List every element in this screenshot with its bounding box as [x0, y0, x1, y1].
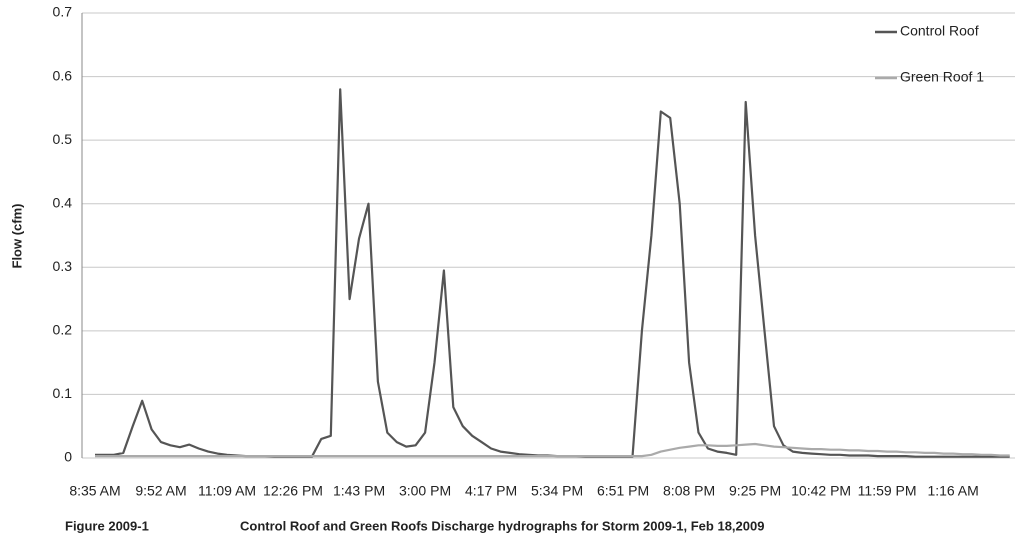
x-tick-label: 9:52 AM [135, 483, 186, 499]
caption: Control Roof and Green Roofs Discharge h… [240, 518, 764, 533]
x-tick-label: 5:34 PM [531, 483, 583, 499]
y-tick-label: 0 [64, 449, 72, 465]
y-tick-label: 0.4 [53, 194, 73, 210]
x-tick-label: 4:17 PM [465, 483, 517, 499]
legend-label: Control Roof [900, 23, 979, 39]
x-tick-label: 6:51 PM [597, 483, 649, 499]
x-tick-label: 9:25 PM [729, 483, 781, 499]
x-tick-label: 11:09 AM [198, 483, 256, 499]
y-tick-label: 0.1 [53, 385, 73, 401]
x-tick-label: 1:43 PM [333, 483, 385, 499]
x-tick-label: 1:16 AM [927, 483, 978, 499]
x-tick-label: 11:59 PM [858, 483, 917, 499]
x-tick-label: 10:42 PM [791, 483, 851, 499]
x-tick-label: 12:26 PM [263, 483, 323, 499]
y-tick-label: 0.5 [53, 131, 73, 147]
y-tick-label: 0.6 [53, 67, 73, 83]
data-line [95, 88, 1010, 458]
figure-label: Figure 2009-1 [65, 518, 149, 533]
y-tick-label: 0.7 [53, 4, 73, 20]
x-tick-label: 8:35 AM [69, 483, 120, 499]
y-axis-label: Flow (cfm) [9, 204, 24, 269]
y-tick-label: 0.2 [53, 322, 73, 338]
x-tick-label: 3:00 PM [399, 483, 451, 499]
y-tick-label: 0.3 [53, 258, 73, 274]
legend-label: Green Roof 1 [900, 69, 984, 85]
x-tick-label: 8:08 PM [663, 483, 715, 499]
data-line [95, 442, 1010, 458]
